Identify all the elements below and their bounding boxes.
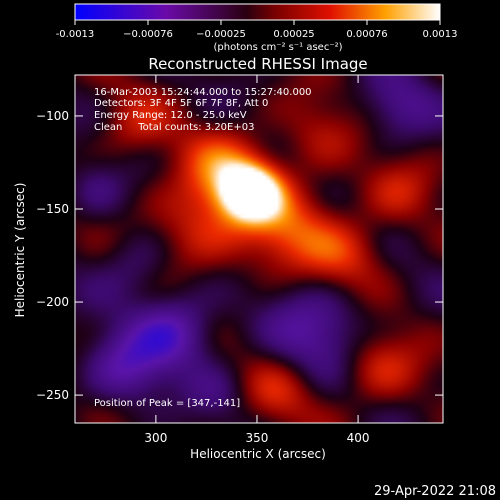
y-tick-label: −250: [36, 388, 69, 402]
heatmap-image: [75, 75, 443, 423]
annotation-counts: Clean Total counts: 3.20E+03: [94, 122, 254, 133]
colorbar-gradient: [74, 3, 441, 21]
x-tick-label: 300: [144, 431, 167, 445]
heatmap-pixels: [75, 75, 443, 423]
annotation-block: 16-Mar-2003 15:24:44.000 to 15:27:40.000…: [94, 87, 312, 133]
annotation-energy: Energy Range: 12.0 - 25.0 keV: [94, 110, 247, 121]
colorbar-tick-label: −0.00025: [196, 29, 246, 40]
plot-frame: [74, 74, 444, 424]
colorbar-units: (photons cm⁻² s⁻¹ asec⁻²): [213, 42, 342, 53]
colorbar-tick-label: 0.00025: [273, 29, 314, 40]
y-tick-label: −200: [36, 295, 69, 309]
x-tick-label: 400: [347, 431, 370, 445]
annotation-detectors: Detectors: 3F 4F 5F 6F 7F 8F, Att 0: [94, 98, 268, 109]
y-tick-label: −100: [36, 109, 69, 123]
colorbar-tick-label: −0.00076: [123, 29, 173, 40]
footer-timestamp: 29-Apr-2022 21:08: [374, 484, 496, 499]
colorbar-tick-label: 0.00076: [346, 29, 387, 40]
y-axis-label: Heliocentric Y (arcsec): [13, 183, 27, 318]
x-axis-label: Heliocentric X (arcsec): [190, 447, 326, 461]
colorbar-tick-label: -0.0013: [56, 29, 95, 40]
x-axis: 300 350 400: [144, 75, 370, 445]
peak-position-label: Position of Peak = [347,-141]: [94, 398, 240, 409]
annotation-time: 16-Mar-2003 15:24:44.000 to 15:27:40.000: [94, 87, 312, 98]
colorbar: -0.0013 −0.00076 −0.00025 0.00025 0.00076 0.0…: [56, 3, 458, 53]
colorbar-tick-label: 0.0013: [423, 29, 458, 40]
x-tick-label: 350: [246, 431, 269, 445]
y-axis: −100 −150 −200 −250: [36, 109, 443, 402]
plot-title: Reconstructed RHESSI Image: [148, 55, 367, 73]
y-tick-label: −150: [36, 202, 69, 216]
